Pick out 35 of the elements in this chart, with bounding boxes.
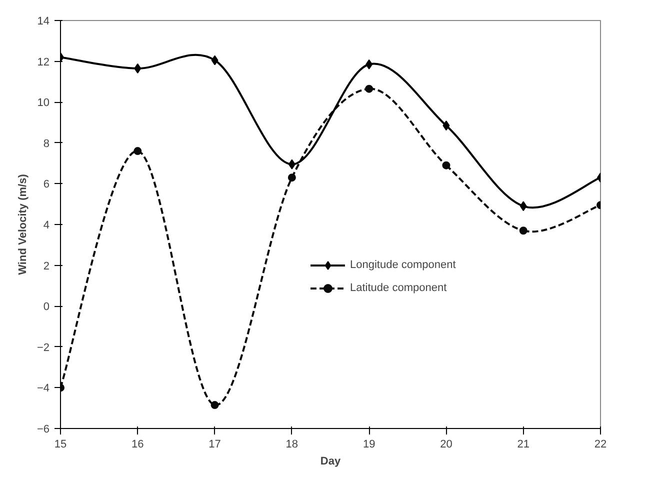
point — [211, 55, 218, 66]
y-tick-label: 6 — [43, 178, 50, 191]
y-tick-label: −6 — [36, 424, 50, 436]
y-tick-label: −4 — [36, 382, 50, 395]
x-tick-label: 21 — [517, 438, 530, 450]
y-axis-title: Wind Velocity (m/s) — [16, 174, 29, 275]
point — [288, 174, 296, 182]
y-tick-label: −2 — [36, 342, 50, 354]
point — [366, 59, 373, 70]
y-tick-label: 0 — [43, 301, 50, 314]
y-tick-label: 4 — [43, 220, 50, 232]
y-tick-label: 12 — [37, 56, 50, 68]
legend-label: Latitude component — [350, 282, 447, 294]
point — [365, 84, 374, 93]
point — [442, 120, 450, 131]
x-tick-label: 19 — [362, 438, 376, 450]
x-tick-label: 17 — [208, 438, 221, 450]
point — [519, 226, 528, 235]
point — [210, 401, 219, 410]
x-tick-label: 20 — [440, 438, 452, 450]
y-tick-label: 2 — [43, 260, 50, 272]
point — [134, 63, 142, 74]
x-tick-label: 16 — [132, 438, 144, 450]
x-tick-label: 15 — [54, 438, 67, 450]
point — [442, 161, 450, 170]
y-tick-label: 8 — [43, 138, 50, 150]
point — [288, 159, 296, 170]
y-tick-label: 14 — [37, 16, 50, 28]
x-tick-label: 22 — [594, 438, 607, 450]
x-tick-label: 18 — [286, 438, 298, 450]
x-axis-title: Day — [320, 456, 342, 468]
y-tick-label: 10 — [37, 97, 50, 110]
point — [520, 201, 527, 212]
point — [134, 147, 142, 156]
legend-label: Longitude component — [350, 259, 456, 271]
